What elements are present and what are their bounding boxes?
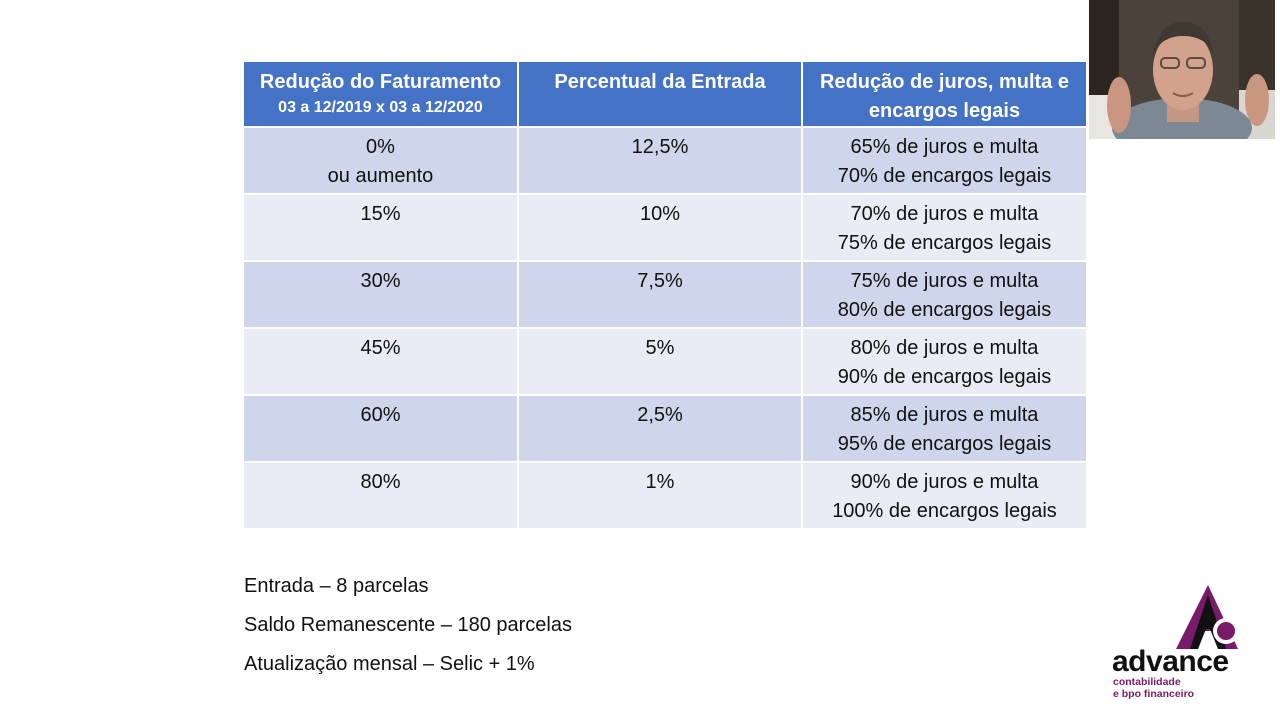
table-row: 80% 1% 90% de juros e multa 100% de encargo… <box>242 461 1088 530</box>
cell-reducao-juros-line: 95% de encargos legais <box>837 432 1052 455</box>
cell-reducao-juros-line: 80% de encargos legais <box>837 298 1052 321</box>
presenter-video-icon <box>1089 0 1275 139</box>
cell-reducao-faturamento-line: 80% <box>360 471 401 493</box>
cell-percentual-entrada: 12,5% <box>517 126 803 195</box>
cell-reducao-juros: 75% de juros e multa 80% de encargos lega… <box>801 260 1088 329</box>
cell-reducao-juros-line: 65% de juros e multa <box>850 136 1039 158</box>
cell-reducao-juros-line: 100% de encargos legais <box>832 499 1057 522</box>
table-row: 0% ou aumento 12,5% 65% de juros e multa 70%… <box>242 126 1088 195</box>
cell-percentual-entrada: 1% <box>517 461 803 530</box>
payment-notes: Entrada – 8 parcelas Saldo Remanescente … <box>244 567 572 684</box>
cell-reducao-juros-line: 85% de juros e multa <box>850 404 1039 426</box>
table-body: 0% ou aumento 12,5% 65% de juros e multa 70%… <box>242 126 1088 530</box>
table-row: 30% 7,5% 75% de juros e multa 80% de encarg… <box>242 260 1088 329</box>
cell-reducao-juros: 85% de juros e multa 95% de encargos lega… <box>801 394 1088 463</box>
cell-percentual-entrada: 2,5% <box>517 394 803 463</box>
cell-percentual-entrada: 10% <box>517 193 803 262</box>
cell-reducao-faturamento: 15% <box>242 193 519 262</box>
logo-tagline-2: e bpo financeiro <box>1113 688 1195 700</box>
cell-reducao-juros-line: 80% de juros e multa <box>850 337 1039 359</box>
table-row: 15% 10% 70% de juros e multa 75% de encargo… <box>242 193 1088 262</box>
cell-reducao-faturamento: 80% <box>242 461 519 530</box>
logo-tagline-1: contabilidade <box>1113 676 1181 688</box>
cell-reducao-faturamento-line: 15% <box>360 203 401 225</box>
note-entrada: Entrada – 8 parcelas <box>244 575 429 597</box>
table-row: 60% 2,5% 85% de juros e multa 95% de encarg… <box>242 394 1088 463</box>
header-reducao-faturamento: Redução do Faturamento 03 a 12/2019 x 03… <box>242 60 519 128</box>
cell-reducao-juros: 70% de juros e multa 75% de encargos lega… <box>801 193 1088 262</box>
cell-reducao-juros: 65% de juros e multa 70% de encargos lega… <box>801 126 1088 195</box>
header-subtitle: 03 a 12/2019 x 03 a 12/2020 <box>278 99 483 116</box>
note-atualizacao: Atualização mensal – Selic + 1% <box>244 653 535 675</box>
cell-reducao-juros: 90% de juros e multa 100% de encargos leg… <box>801 461 1088 530</box>
table-row: 45% 5% 80% de juros e multa 90% de encargos… <box>242 327 1088 396</box>
table-header-row: Redução do Faturamento 03 a 12/2019 x 03… <box>242 60 1088 128</box>
cell-reducao-faturamento-line: 45% <box>360 337 401 359</box>
tax-reduction-table: Redução do Faturamento 03 a 12/2019 x 03… <box>242 60 1088 530</box>
cell-reducao-juros: 80% de juros e multa 90% de encargos lega… <box>801 327 1088 396</box>
header-percentual-entrada: Percentual da Entrada <box>517 60 803 128</box>
cell-reducao-faturamento: 60% <box>242 394 519 463</box>
cell-reducao-juros-line: 70% de juros e multa <box>850 203 1039 225</box>
logo-brand: advance <box>1112 645 1229 678</box>
header-title: Percentual da Entrada <box>554 71 766 93</box>
header-title: Redução de juros, multa e encargos legai… <box>820 71 1069 122</box>
cell-reducao-faturamento-line: 30% <box>360 270 401 292</box>
cell-reducao-faturamento: 0% ou aumento <box>242 126 519 195</box>
header-title: Redução do Faturamento <box>259 71 502 93</box>
cell-reducao-faturamento: 45% <box>242 327 519 396</box>
presenter-video <box>1089 0 1275 139</box>
cell-reducao-juros-line: 75% de encargos legais <box>837 231 1052 254</box>
cell-reducao-faturamento: 30% <box>242 260 519 329</box>
header-reducao-juros: Redução de juros, multa e encargos legai… <box>801 60 1088 128</box>
cell-reducao-juros-line: 90% de encargos legais <box>837 365 1052 388</box>
cell-reducao-faturamento-line: 60% <box>360 404 401 426</box>
cell-reducao-juros-line: 70% de encargos legais <box>837 164 1052 187</box>
cell-percentual-entrada: 7,5% <box>517 260 803 329</box>
cell-reducao-faturamento-line: 0% <box>366 136 395 158</box>
note-saldo: Saldo Remanescente – 180 parcelas <box>244 614 572 636</box>
advance-a-mark-icon <box>1176 585 1239 649</box>
cell-reducao-juros-line: 75% de juros e multa <box>850 270 1039 292</box>
advance-logo: advance contabilidade e bpo financeiro <box>1112 585 1252 703</box>
cell-reducao-juros-line: 90% de juros e multa <box>850 471 1039 493</box>
cell-percentual-entrada: 5% <box>517 327 803 396</box>
cell-reducao-faturamento-line: ou aumento <box>327 164 434 187</box>
